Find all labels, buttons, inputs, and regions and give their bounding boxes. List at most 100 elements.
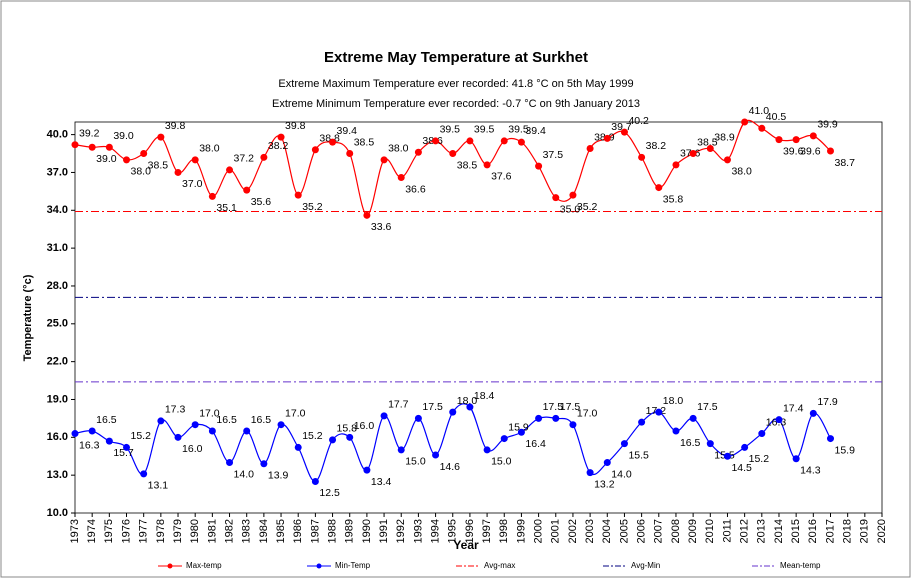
data-point [500,137,508,145]
data-label: 17.5 [543,401,564,413]
data-point [277,421,285,429]
data-point [826,147,834,155]
data-label: 12.5 [319,487,340,499]
data-point [535,414,543,422]
data-point [226,459,234,467]
legend-label: Mean-temp [780,561,821,570]
data-label: 35.2 [302,201,323,213]
y-tick-label: 34.0 [47,204,68,216]
data-point [105,143,113,151]
data-label: 37.0 [182,178,203,190]
data-label: 17.0 [285,407,306,419]
data-label: 38.0 [388,143,409,155]
data-point [552,414,560,422]
x-tick-label: 2017 [824,519,836,543]
data-label: 39.4 [525,125,546,137]
x-tick-label: 1973 [69,519,81,543]
x-tick-label: 2004 [601,519,613,543]
data-point [552,194,560,202]
legend-label: Min-Temp [335,561,371,570]
data-label: 35.2 [577,201,598,213]
x-tick-label: 2001 [550,519,562,543]
data-label: 15.2 [302,430,323,442]
data-point [123,156,131,164]
data-label: 14.0 [611,468,632,480]
data-label: 39.0 [96,153,117,165]
x-tick-label: 1998 [498,519,510,543]
x-tick-label: 2006 [636,519,648,543]
data-point [517,428,525,436]
data-label: 17.3 [165,404,186,416]
data-label: 39.5 [508,124,529,136]
legend-marker [316,563,322,569]
legend-marker [167,563,173,569]
data-point [689,150,697,158]
x-tick-label: 2020 [876,519,888,543]
data-label: 16.5 [680,437,701,449]
data-point [311,146,319,154]
data-label: 15.0 [491,456,512,468]
data-point [569,191,577,199]
x-tick-label: 2000 [533,519,545,543]
data-label: 15.2 [749,453,770,465]
y-tick-label: 37.0 [47,166,68,178]
data-point [655,408,663,416]
data-point [517,138,525,146]
x-tick-label: 2019 [859,519,871,543]
x-tick-label: 1991 [378,519,390,543]
data-point [414,414,422,422]
data-point [672,161,680,169]
y-tick-label: 10.0 [47,507,68,519]
data-label: 33.6 [371,221,392,233]
data-point [105,437,113,445]
data-label: 38.2 [268,140,289,152]
x-tick-label: 1986 [292,519,304,543]
data-point [380,412,388,420]
x-tick-label: 1978 [155,519,167,543]
x-tick-label: 1974 [86,519,98,543]
data-label: 38.0 [731,166,752,178]
data-point [191,156,199,164]
y-tick-label: 25.0 [47,318,68,330]
data-point [380,156,388,164]
data-point [638,153,646,161]
data-point [157,417,165,425]
data-point [329,138,337,146]
legend-label: Avg-Min [631,561,660,570]
data-label: 40.5 [766,111,787,123]
data-label: 38.5 [354,136,375,148]
y-tick-label: 40.0 [47,129,68,141]
data-point [71,430,79,438]
x-axis-label: Year [453,538,479,552]
data-point [775,416,783,424]
x-tick-label: 1982 [223,519,235,543]
data-point [397,173,405,181]
legend-label: Max-temp [186,561,222,570]
x-tick-label: 1995 [447,519,459,543]
x-tick-label: 1985 [275,519,287,543]
data-point [414,148,422,156]
data-label: 18.0 [663,395,684,407]
data-label: 39.8 [165,120,186,132]
data-label: 16.3 [79,439,100,451]
x-tick-label: 2013 [756,519,768,543]
x-tick-label: 2018 [842,519,854,543]
x-tick-label: 1990 [361,519,373,543]
x-tick-label: 2016 [807,519,819,543]
data-point [277,133,285,141]
data-point [723,156,731,164]
data-point [71,141,79,149]
data-point [123,443,131,451]
data-label: 35.6 [251,196,272,208]
data-point [88,143,96,151]
data-label: 18.0 [457,395,478,407]
x-tick-label: 2010 [704,519,716,543]
data-point [432,451,440,459]
data-point [723,452,731,460]
data-label: 39.6 [783,145,804,157]
data-label: 15.8 [337,423,358,435]
data-label: 39.8 [285,120,306,132]
data-point [603,134,611,142]
data-label: 39.6 [800,145,821,157]
data-label: 13.2 [594,478,615,490]
